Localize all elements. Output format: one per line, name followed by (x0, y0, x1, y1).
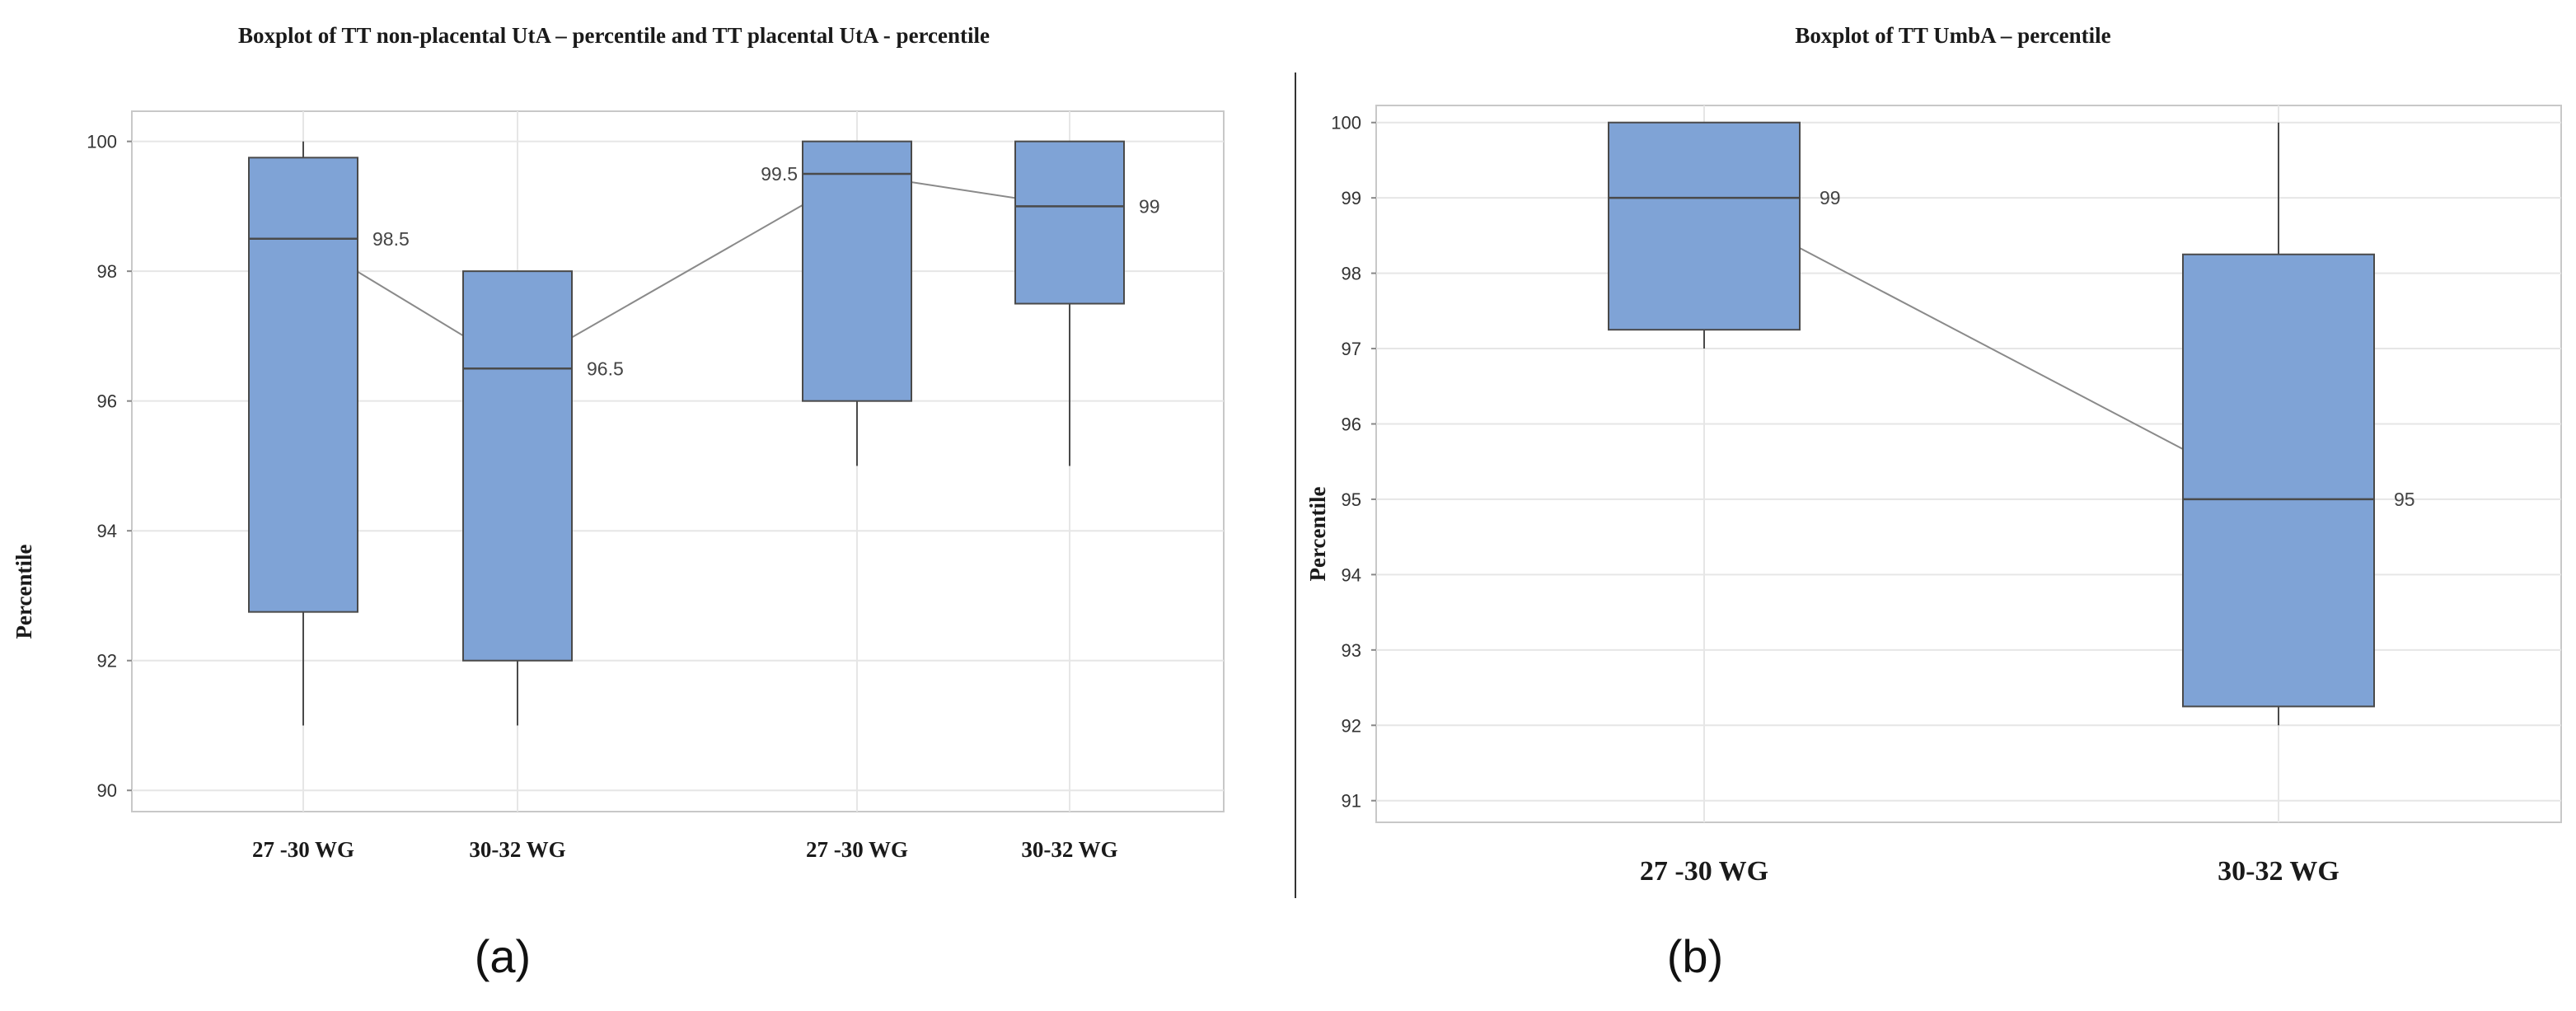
y-tick-label: 94 (97, 521, 117, 541)
boxplot-group: 98.5 (248, 141, 410, 726)
median-value-label: 99 (1820, 187, 1841, 208)
iqr-box (248, 157, 358, 613)
panel-a: Boxplot of TT non-placental UtA – percen… (12, 23, 1225, 982)
y-tick-label: 92 (1342, 715, 1361, 736)
iqr-box (1014, 140, 1125, 305)
median-value-label: 96.5 (587, 358, 624, 379)
median-value-label: 99 (1139, 195, 1160, 217)
chart-b-x-ticks: 27 -30 WG 30-32 WG (1640, 856, 2339, 887)
boxplot-group: 99.5 (761, 140, 912, 466)
boxplot-group: 99 (1014, 140, 1160, 466)
iqr-box (1608, 121, 1801, 331)
x-tick-label: 27 -30 WG (252, 837, 354, 862)
iqr-box (462, 270, 573, 662)
y-tick-label: 95 (1342, 489, 1361, 510)
chart-b-y-axis-label: Percentile (1305, 487, 1330, 582)
chart-b-y-ticks: 91 92 93 94 95 96 97 98 99 100 (1331, 113, 1376, 812)
y-tick-label: 90 (97, 780, 117, 801)
y-tick-label: 96 (1342, 414, 1361, 434)
y-tick-label: 99 (1342, 188, 1361, 208)
y-tick-label: 96 (97, 391, 117, 412)
x-tick-label: 30-32 WG (1021, 837, 1117, 862)
iqr-box (2182, 253, 2375, 708)
x-tick-label: 27 -30 WG (806, 837, 908, 862)
y-tick-label: 100 (1331, 113, 1361, 133)
median-value-label: 95 (2394, 489, 2415, 510)
x-tick-label: 30-32 WG (2218, 856, 2339, 887)
chart-a-boxes: 98.5 96.5 99.5 99 (248, 140, 1160, 726)
boxplot-group: 96.5 (462, 270, 624, 726)
chart-b-plot-area (1375, 105, 2562, 823)
x-tick-label: 27 -30 WG (1640, 856, 1768, 887)
y-tick-label: 100 (87, 132, 117, 152)
chart-a-title: Boxplot of TT non-placental UtA – percen… (238, 23, 990, 48)
chart-b-boxes: 99 95 (1608, 121, 2415, 726)
chart-a-y-ticks: 90 92 94 96 98 100 (87, 132, 132, 801)
y-tick-label: 97 (1342, 339, 1361, 359)
chart-a-median-connector (302, 172, 1070, 370)
y-tick-label: 94 (1342, 564, 1361, 585)
median-value-label: 99.5 (761, 163, 798, 185)
chart-a-y-axis-label: Percentile (12, 545, 36, 639)
y-tick-label: 92 (97, 651, 117, 672)
boxplot-group: 99 (1608, 121, 1841, 349)
x-tick-label: 30-32 WG (469, 837, 565, 862)
panel-b: Boxplot of TT UmbA – percentile 91 92 93 94… (1305, 23, 2562, 982)
chart-a-x-ticks: 27 -30 WG 30-32 WG 27 -30 WG 30-32 WG (252, 837, 1118, 862)
chart-b-title: Boxplot of TT UmbA – percentile (1795, 23, 2110, 48)
y-tick-label: 98 (97, 261, 117, 282)
chart-b-caption: (b) (1667, 930, 1723, 982)
y-tick-label: 98 (1342, 264, 1361, 284)
y-tick-label: 91 (1342, 791, 1361, 812)
boxplot-group: 95 (2182, 122, 2415, 726)
y-tick-label: 93 (1342, 640, 1361, 661)
median-value-label: 98.5 (372, 228, 410, 250)
chart-a-caption: (a) (475, 930, 531, 982)
iqr-box (802, 140, 912, 402)
